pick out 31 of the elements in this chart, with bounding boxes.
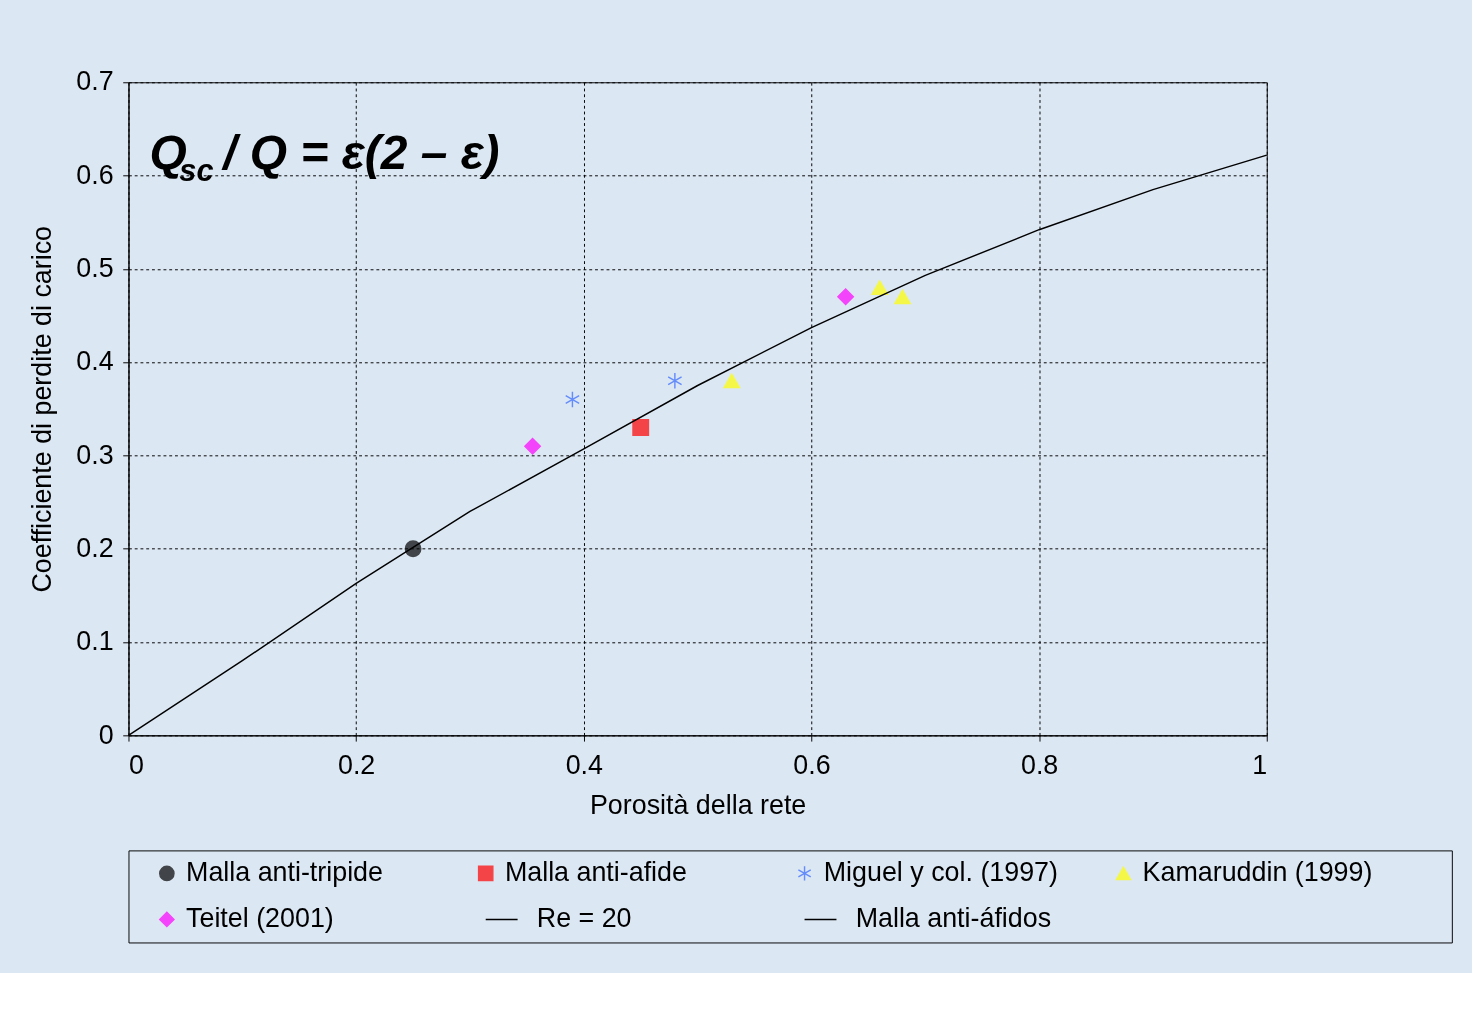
y-tick-label: 0.1 <box>76 626 114 657</box>
x-tick-label: 0.4 <box>565 750 604 781</box>
x-tick-label: 1 <box>1252 750 1268 781</box>
legend-label: Kamaruddin (1999) <box>1142 857 1373 888</box>
point <box>894 289 911 305</box>
y-axis-title: Coefficiente di perdite di carico <box>27 226 58 593</box>
point <box>632 419 650 436</box>
legend-label: Re = 20 <box>536 903 632 934</box>
point <box>667 372 683 390</box>
legend-label: Malla anti-afide <box>504 857 687 888</box>
y-tick-label: 0.4 <box>76 346 114 377</box>
y-tick-label: 0.6 <box>76 159 114 190</box>
y-tick-label: 0 <box>98 719 114 750</box>
point <box>837 288 855 306</box>
y-tick-label: 0.5 <box>76 253 114 284</box>
point <box>871 280 889 295</box>
point <box>723 373 741 389</box>
point <box>524 437 542 455</box>
x-axis-title: Porosità della rete <box>589 790 807 821</box>
legend-label: Teitel (2001) <box>186 903 334 934</box>
legend-label: Malla anti-áfidos <box>855 903 1052 934</box>
y-tick-label: 0.7 <box>76 66 114 97</box>
legend-label: Miguel y col. (1997) <box>823 857 1058 888</box>
point <box>564 391 580 408</box>
y-tick-label: 0.2 <box>76 532 114 563</box>
x-tick-label: 0.2 <box>337 750 376 781</box>
x-tick-label: 0.6 <box>793 750 831 781</box>
x-tick-label: 0 <box>128 750 144 781</box>
y-tick-label: 0.3 <box>76 439 114 470</box>
legend-label: Malla anti-tripide <box>186 857 383 888</box>
x-tick-label: 0.8 <box>1020 750 1059 781</box>
